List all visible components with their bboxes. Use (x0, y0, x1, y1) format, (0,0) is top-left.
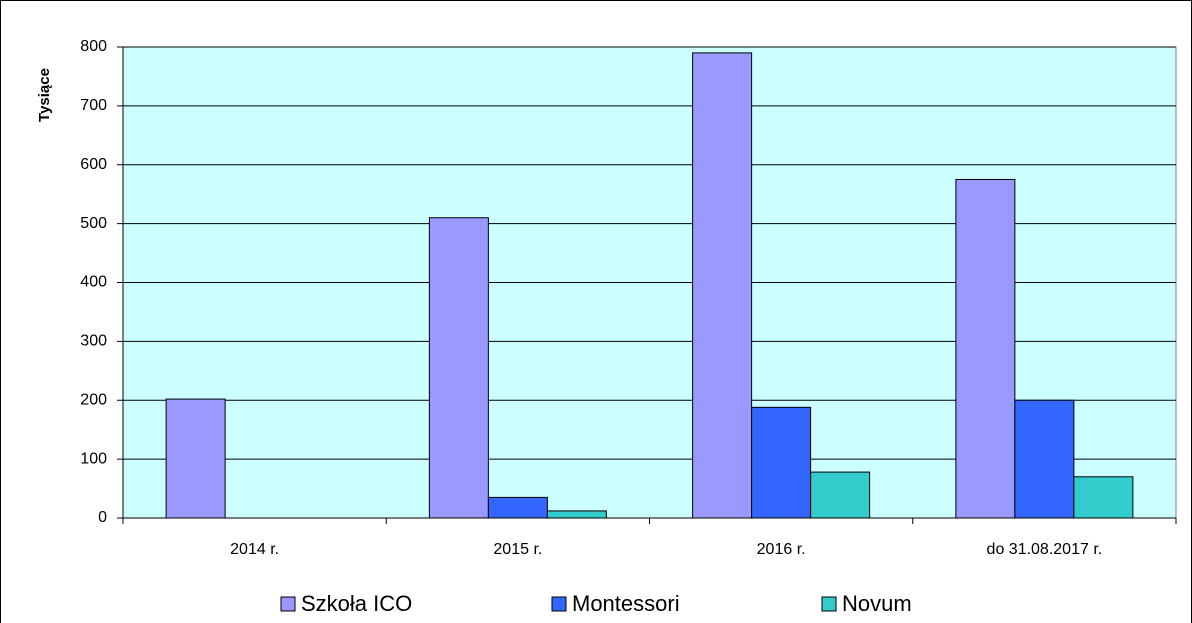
x-tick-label: do 31.08.2017 r. (987, 541, 1103, 558)
y-tick-label: 400 (80, 274, 107, 291)
legend-swatch (280, 596, 296, 612)
bar (692, 52, 753, 519)
y-tick-label: 700 (80, 97, 107, 114)
bar (546, 510, 607, 519)
bar (955, 178, 1016, 519)
x-tick-label: 2016 r. (757, 541, 806, 558)
y-tick-label: 100 (80, 450, 107, 467)
legend-swatch (821, 596, 837, 612)
bar (487, 496, 548, 519)
x-tick-label: 2014 r. (230, 541, 279, 558)
bar (1014, 399, 1075, 519)
legend-label: Novum (842, 591, 912, 616)
bar (1073, 476, 1134, 519)
bar (810, 471, 871, 519)
bar (165, 398, 226, 519)
y-tick-label: 0 (98, 509, 107, 526)
legend-label: Montessori (572, 591, 680, 616)
y-tick-label: 200 (80, 391, 107, 408)
y-tick-label: 600 (80, 156, 107, 173)
y-tick-label: 800 (80, 38, 107, 55)
y-axis-title: Tysiące (36, 68, 53, 122)
bar (751, 406, 812, 519)
bar (428, 217, 489, 519)
y-tick-label: 500 (80, 215, 107, 232)
x-tick-label: 2015 r. (493, 541, 542, 558)
y-tick-label: 300 (80, 333, 107, 350)
legend-label: Szkoła ICO (301, 591, 412, 616)
legend-swatch (551, 596, 567, 612)
